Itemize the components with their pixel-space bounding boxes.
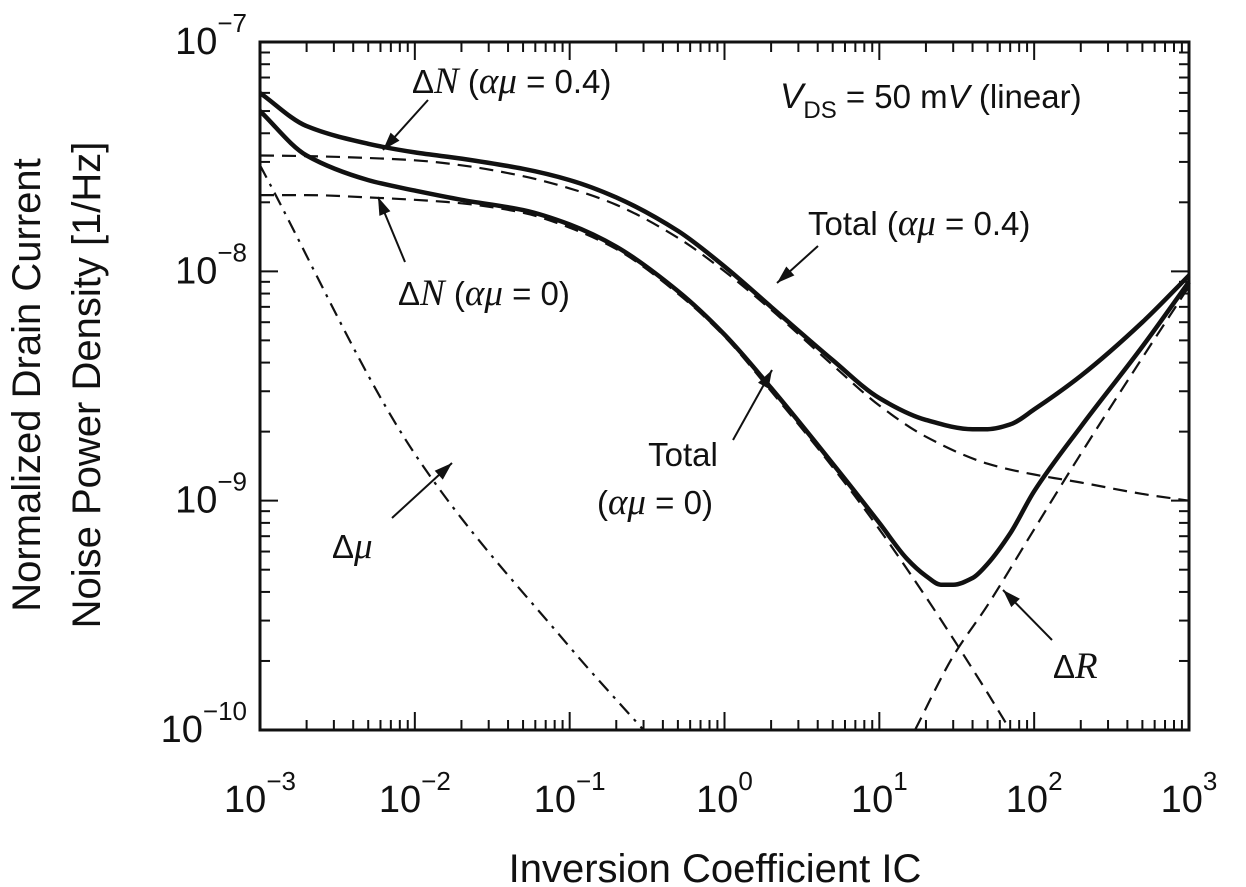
arrow-head-dmu (434, 463, 452, 480)
label-dmu: Δμ (332, 526, 373, 567)
label-dn-0: ΔN (αμ = 0) (398, 273, 570, 314)
arrow-head-total0 (758, 370, 772, 389)
series-line-dn04 (259, 154, 1190, 502)
label-total-0-param: (αμ = 0) (597, 482, 713, 523)
plot-frame (258, 40, 1191, 732)
series-line-total04 (258, 91, 1191, 432)
y-tick-label: 10−8 (175, 237, 247, 292)
label-dr: ΔR (1053, 646, 1098, 687)
series-line-dn0 (260, 193, 1012, 731)
y-tick-label: 10−10 (161, 696, 247, 751)
series-line-dmu (259, 164, 645, 731)
x-tick-label: 102 (1006, 766, 1063, 821)
y-axis-title-line1: Normalized Drain Current (5, 158, 49, 611)
x-tick-labels: 10−3 10−2 10−1 100 101 102 103 (224, 766, 1217, 821)
annotation-arrows (377, 99, 1053, 641)
y-tick-labels: 10−10 10−9 10−8 10−7 (161, 8, 247, 751)
y-tick-label: 10−9 (175, 467, 247, 522)
arrow-head-dn04 (383, 132, 400, 150)
series-curves (258, 91, 1191, 731)
y-tick-label: 10−7 (175, 8, 247, 63)
x-tick-label: 10−3 (224, 766, 296, 821)
x-tick-label: 101 (851, 766, 908, 821)
axis-ticks (259, 41, 1190, 731)
condition-label: VDS = 50 mV (linear) (780, 77, 1082, 124)
label-dn-04: ΔN (αμ = 0.4) (412, 61, 611, 102)
x-tick-label: 100 (696, 766, 753, 821)
x-axis-title: Inversion Coefficient IC (509, 847, 922, 887)
x-tick-label: 10−1 (534, 766, 606, 821)
arrow-head-dr (1003, 590, 1020, 608)
x-tick-label: 103 (1161, 766, 1218, 821)
label-total-0-word: Total (648, 436, 718, 473)
arrow-head-total04 (777, 266, 795, 283)
arrow-head-dn0 (378, 197, 391, 216)
series-line-dr (914, 285, 1190, 731)
series-line-total0 (258, 109, 1191, 587)
y-axis-title-line2: Noise Power Density [1/Hz] (65, 142, 109, 629)
label-total-04: Total (αμ = 0.4) (808, 203, 1030, 244)
x-tick-label: 10−2 (379, 766, 451, 821)
